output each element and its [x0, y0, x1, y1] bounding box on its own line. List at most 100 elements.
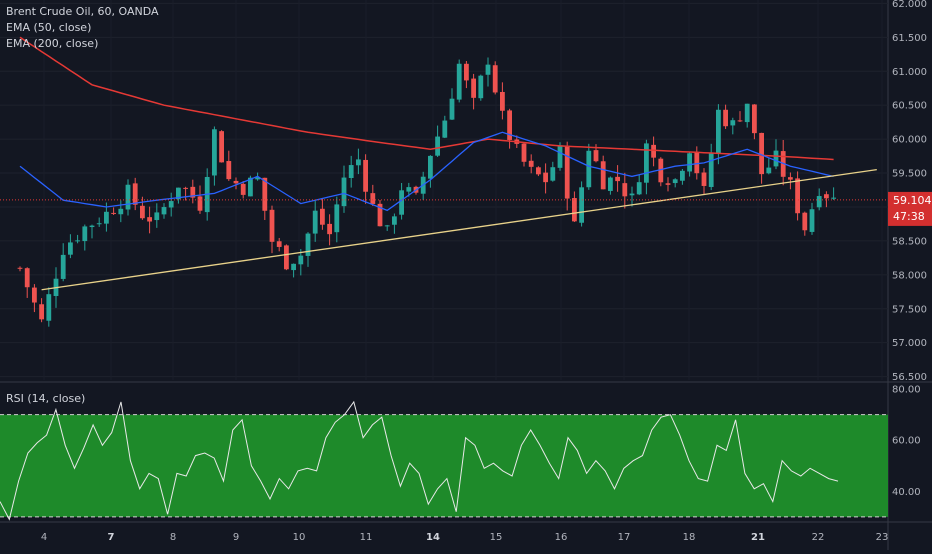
- candle-body: [500, 91, 505, 111]
- legend-ema50[interactable]: EMA (50, close): [6, 21, 92, 34]
- candle-body: [521, 143, 527, 162]
- candle: [240, 181, 246, 199]
- candle: [132, 177, 138, 211]
- legend-ema200[interactable]: EMA (200, close): [6, 37, 99, 50]
- candle: [284, 244, 289, 271]
- candle-body: [255, 177, 260, 180]
- candle: [269, 205, 275, 254]
- candle-body: [564, 145, 570, 199]
- candle-body: [96, 223, 102, 225]
- candle-body: [327, 223, 332, 235]
- x-tick-label: 4: [41, 532, 47, 543]
- candle-body: [334, 204, 340, 233]
- candles: [17, 57, 836, 327]
- candle-body: [788, 177, 793, 180]
- candle-body: [291, 263, 296, 271]
- candle-body: [471, 78, 476, 98]
- candle: [82, 224, 88, 251]
- candle: [312, 199, 318, 242]
- candle: [356, 148, 361, 175]
- candle: [111, 207, 116, 215]
- ema200-line: [19, 36, 834, 161]
- candle: [89, 224, 95, 239]
- candle: [644, 139, 649, 195]
- candle: [521, 142, 527, 167]
- candle: [363, 154, 368, 204]
- candle: [75, 234, 80, 244]
- candle: [384, 224, 390, 231]
- candle: [262, 177, 268, 221]
- candle: [795, 171, 800, 221]
- grid: [0, 2, 888, 378]
- candle-body: [399, 190, 404, 215]
- y-tick-label: 57.000: [892, 338, 927, 349]
- y-tick-label: 61.500: [892, 33, 927, 44]
- candle: [327, 214, 332, 246]
- candle: [752, 104, 757, 140]
- candle: [824, 191, 829, 208]
- candle: [528, 154, 534, 174]
- candle-body: [248, 177, 253, 197]
- x-tick-label: 17: [618, 532, 631, 543]
- candle: [557, 142, 563, 171]
- candle-body: [305, 233, 311, 256]
- candle-body: [528, 160, 534, 167]
- candle-body: [147, 217, 152, 222]
- candle-body: [219, 131, 224, 163]
- candle-body: [680, 170, 685, 181]
- candle: [370, 184, 376, 207]
- candle-body: [125, 184, 131, 210]
- candle: [600, 155, 606, 190]
- candle: [377, 199, 383, 227]
- candle-body: [197, 196, 203, 211]
- x-tick-label: 22: [812, 532, 825, 543]
- candle-body: [759, 132, 764, 175]
- candle: [809, 202, 815, 235]
- legend-rsi: RSI (14, close): [6, 391, 85, 407]
- candle-body: [111, 212, 116, 214]
- candle-body: [824, 194, 829, 199]
- candle-body: [356, 159, 361, 166]
- legend-title[interactable]: Brent Crude Oil, 60, OANDA: [6, 5, 159, 18]
- candle: [32, 284, 37, 313]
- y-tick-label: 61.000: [892, 67, 927, 78]
- candle-body: [478, 75, 484, 99]
- candle: [629, 186, 635, 207]
- candle-body: [550, 167, 556, 181]
- ema50-line: [19, 131, 834, 212]
- candle: [471, 73, 476, 110]
- legend-rsi-label[interactable]: RSI (14, close): [6, 392, 86, 405]
- candle: [572, 191, 577, 222]
- candle: [154, 203, 160, 228]
- candle-body: [615, 176, 620, 182]
- candle-body: [377, 203, 383, 227]
- price-badge-countdown: 47:38: [893, 210, 925, 223]
- candle: [233, 177, 239, 190]
- candle-body: [672, 179, 678, 184]
- candle-body: [449, 98, 455, 120]
- candle-body: [485, 64, 491, 75]
- candle: [608, 176, 613, 195]
- candle-body: [687, 153, 692, 172]
- candle: [478, 74, 484, 101]
- candle-body: [89, 225, 95, 228]
- x-tick-label: 11: [360, 532, 373, 543]
- candle-body: [140, 205, 145, 219]
- price-badge-bg: [888, 191, 932, 226]
- candle: [658, 157, 664, 187]
- candle-body: [636, 182, 642, 195]
- price-badge-value: 59.104: [893, 194, 932, 207]
- candle-body: [212, 129, 217, 176]
- candle: [550, 161, 556, 182]
- candle-body: [464, 63, 469, 81]
- candle: [125, 179, 131, 216]
- candle: [320, 197, 325, 230]
- candle: [536, 166, 541, 177]
- candle: [168, 192, 174, 217]
- candle-body: [428, 155, 433, 179]
- candle: [636, 174, 642, 196]
- candle: [435, 125, 440, 157]
- candle: [651, 136, 656, 167]
- candle-body: [68, 242, 73, 255]
